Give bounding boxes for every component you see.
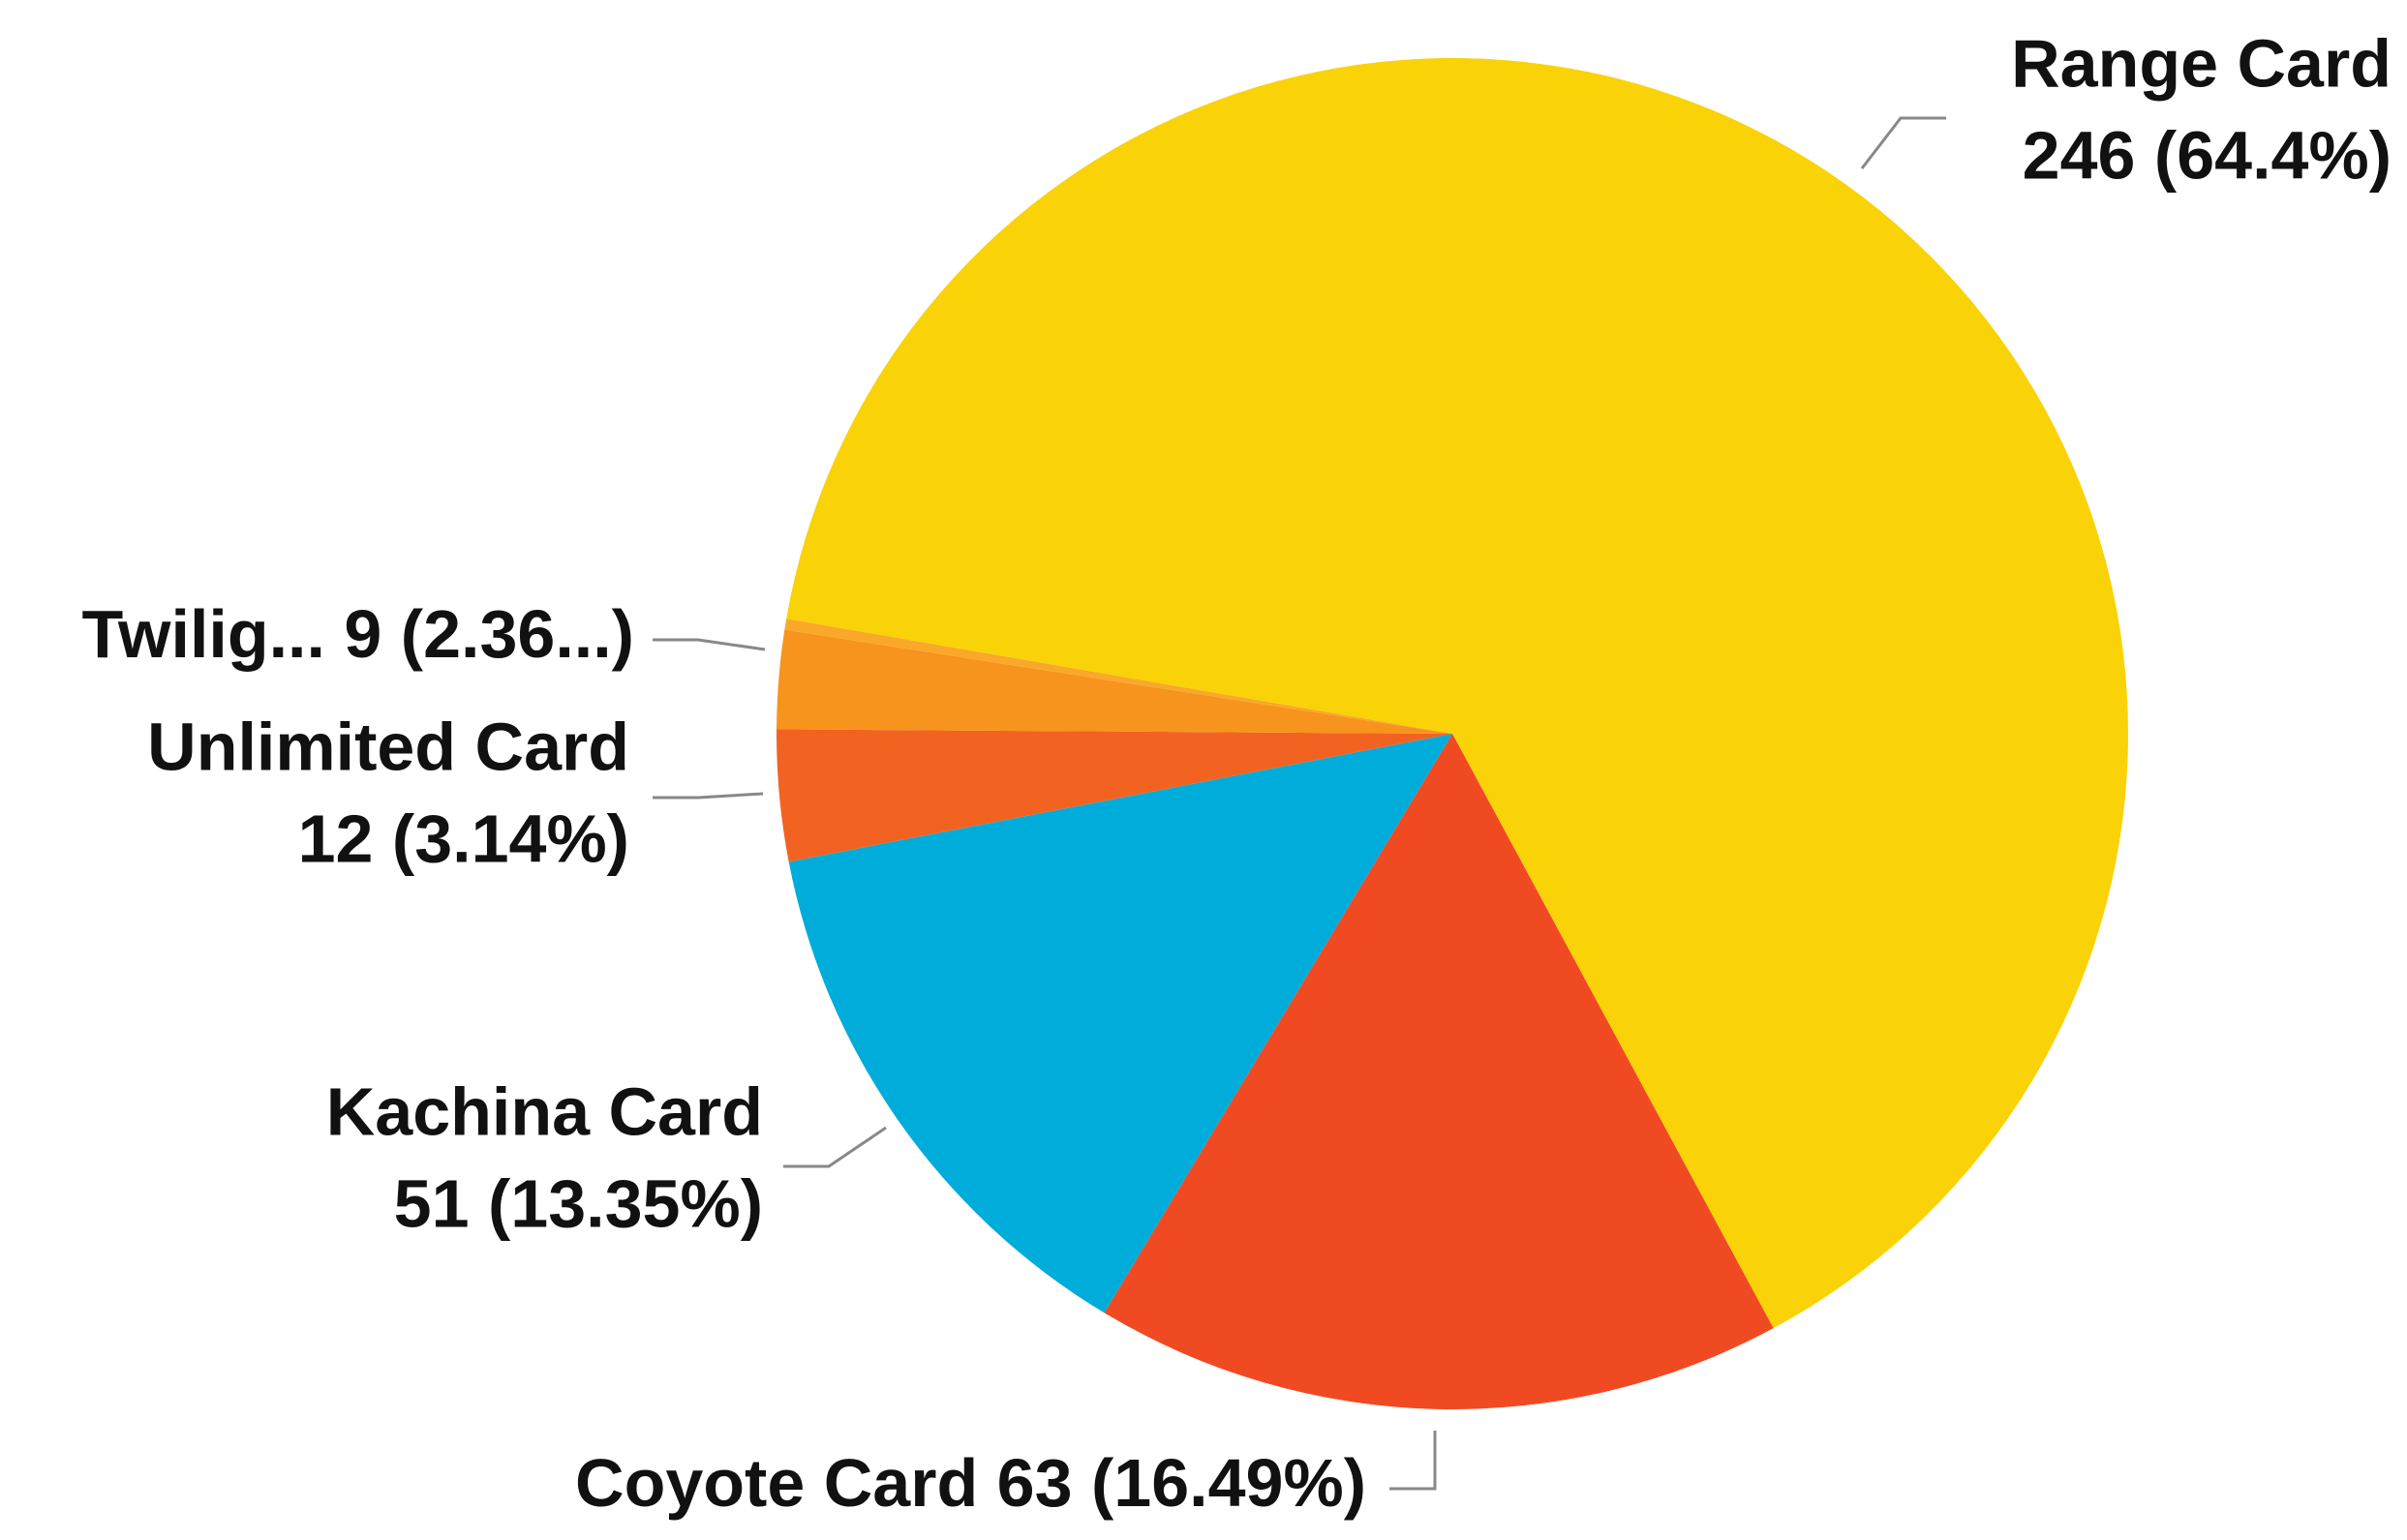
category-label: Range Card	[2011, 25, 2392, 101]
pie-slice	[777, 629, 1452, 734]
pie-slice	[1104, 734, 1774, 1409]
value-label: 51 (13.35%)	[394, 1165, 763, 1241]
slice-label: Coyote Card 63 (16.49%)	[575, 1445, 1366, 1521]
leader-line	[1860, 116, 1946, 169]
category-label: Twilig...	[81, 596, 324, 672]
value-label: 9 (2.36...)	[344, 596, 634, 672]
leader-line	[653, 638, 766, 651]
category-label: Unlimited Card	[147, 709, 629, 784]
labels: Range Card 246 (64.4%) Coyote Card 63 (16.…	[81, 25, 2392, 1521]
slice-label: Twilig... 9 (2.36...)	[81, 596, 634, 672]
leader-line	[783, 1126, 887, 1168]
leader-line	[653, 792, 764, 800]
pie	[777, 58, 2128, 1409]
category-label: Coyote Card	[575, 1445, 978, 1521]
value-label: 246 (64.4%)	[2023, 117, 2392, 193]
value-label: 63 (16.49%)	[997, 1445, 1366, 1521]
leader-line	[1389, 1431, 1437, 1491]
category-label: Kachina Card	[326, 1073, 763, 1149]
value-label: 12 (3.14%)	[298, 800, 629, 876]
pie-slice	[777, 729, 1452, 862]
pie-slice	[784, 619, 1452, 734]
pie-slice	[786, 58, 2128, 1329]
pie-slice	[788, 734, 1452, 1314]
